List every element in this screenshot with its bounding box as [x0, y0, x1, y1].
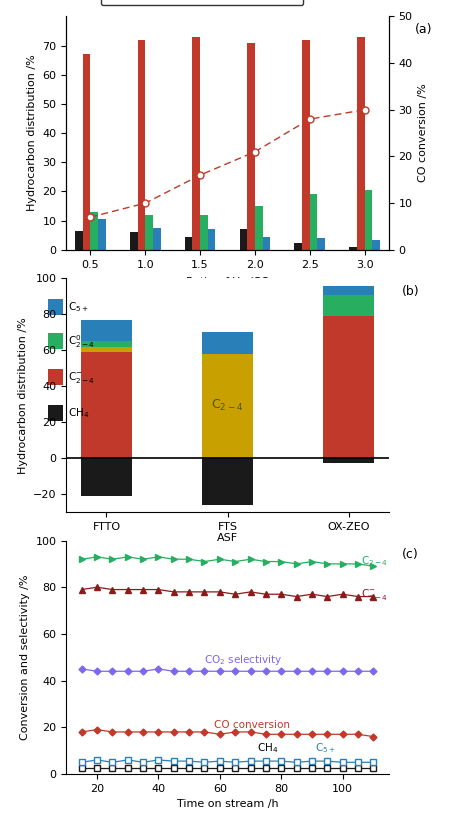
Text: C$_{2-4}^{0}$: C$_{2-4}^{0}$ — [68, 333, 95, 350]
Bar — [263, 237, 270, 250]
FancyBboxPatch shape — [48, 333, 63, 350]
Bar — [200, 215, 208, 250]
Bar — [323, 286, 374, 295]
Bar — [81, 319, 132, 342]
Text: CO conversion: CO conversion — [214, 720, 290, 730]
Bar — [81, 346, 132, 352]
Bar — [323, 458, 374, 464]
Text: CH$_4$: CH$_4$ — [257, 741, 278, 755]
Bar — [365, 190, 372, 250]
Bar — [137, 39, 146, 250]
Text: C$_{2-4}^{-}$: C$_{2-4}^{-}$ — [68, 369, 95, 385]
Bar — [323, 316, 374, 458]
Bar — [302, 39, 310, 250]
Bar — [202, 333, 253, 354]
Bar — [81, 342, 132, 346]
Text: C$_{2-4}$: C$_{2-4}$ — [361, 554, 388, 568]
Legend: CH$_4$, C$_{2-4}^{-}$, C$_{2-4}^{0}$, C$_{5+}$: CH$_4$, C$_{2-4}^{-}$, C$_{2-4}^{0}$, C$… — [100, 0, 303, 5]
Bar — [310, 194, 318, 250]
Text: C$_{2-4}$: C$_{2-4}$ — [211, 398, 244, 414]
Y-axis label: Hydrocarbon distribution /%: Hydrocarbon distribution /% — [18, 317, 27, 473]
Text: C$_{2-4}^{-}$: C$_{2-4}^{-}$ — [361, 586, 388, 602]
Bar — [323, 295, 374, 316]
Bar — [83, 54, 91, 250]
Bar — [192, 37, 200, 250]
Bar — [202, 458, 253, 505]
Y-axis label: CO conversion /%: CO conversion /% — [418, 84, 428, 183]
Y-axis label: Conversion and selectivity /%: Conversion and selectivity /% — [20, 574, 30, 740]
Bar — [185, 237, 192, 250]
Text: (b): (b) — [401, 286, 419, 298]
X-axis label: Time on stream /h: Time on stream /h — [177, 799, 278, 809]
Bar — [98, 219, 106, 250]
Bar — [247, 43, 255, 250]
X-axis label: Ratio of H$_2$ /CO: Ratio of H$_2$ /CO — [185, 275, 270, 289]
Bar — [208, 229, 216, 250]
Bar — [294, 242, 302, 250]
Bar — [202, 354, 253, 458]
Bar — [357, 37, 365, 250]
Text: C$_{5+}$: C$_{5+}$ — [68, 301, 89, 314]
Y-axis label: Hydrocarbon distribution /%: Hydrocarbon distribution /% — [27, 55, 37, 211]
Text: (c): (c) — [401, 548, 419, 560]
Bar — [91, 212, 98, 250]
Text: (a): (a) — [414, 24, 432, 36]
Bar — [318, 238, 325, 250]
Bar — [81, 352, 132, 458]
FancyBboxPatch shape — [48, 299, 63, 315]
Bar — [239, 229, 247, 250]
Bar — [153, 228, 161, 250]
Text: CO$_2$ selectivity: CO$_2$ selectivity — [204, 653, 283, 667]
FancyBboxPatch shape — [48, 405, 63, 421]
Text: CH$_4$: CH$_4$ — [68, 406, 89, 420]
Bar — [146, 215, 153, 250]
Bar — [349, 247, 357, 250]
Text: C$_{5+}$: C$_{5+}$ — [315, 741, 336, 755]
FancyBboxPatch shape — [48, 369, 63, 385]
Bar — [255, 206, 263, 250]
Bar — [130, 233, 137, 250]
Bar — [75, 231, 83, 250]
Bar — [372, 240, 380, 250]
Bar — [81, 458, 132, 495]
